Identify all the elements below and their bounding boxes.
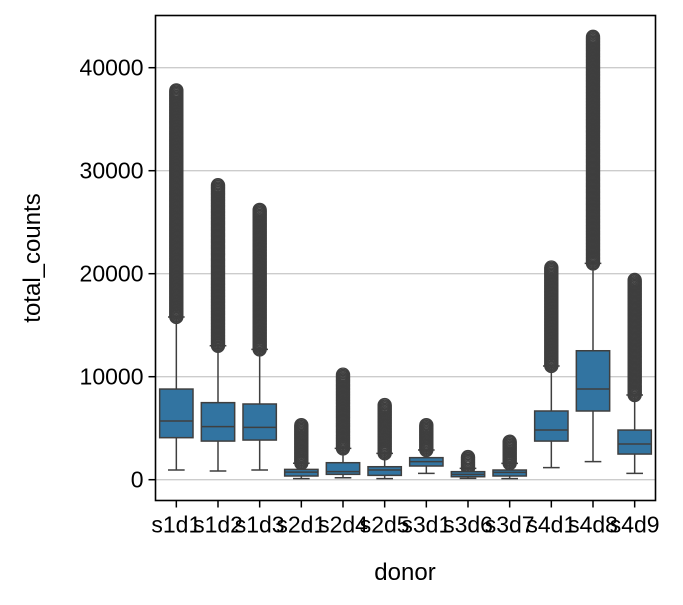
iqr-box <box>200 401 236 442</box>
outlier-point <box>335 367 351 382</box>
box-s3d6 <box>450 449 486 480</box>
x-tick-label: s1d2 <box>193 512 243 538</box>
boxes-layer <box>158 29 653 480</box>
x-tick-label: s3d1 <box>401 512 451 538</box>
iqr-box <box>617 429 653 455</box>
box-s1d2 <box>200 177 236 472</box>
outlier-point <box>460 449 476 465</box>
x-axis: s1d1s1d2s1d3s2d1s2d4s2d5s3d1s3d6s3d7s4d1… <box>151 500 660 538</box>
iqr-box <box>325 461 361 476</box>
y-axis: 0 10000 20000 30000 40000 <box>80 55 156 493</box>
x-tick-label: s2d5 <box>360 512 410 538</box>
grid-lines <box>155 67 656 481</box>
outlier-point <box>377 397 392 413</box>
x-tick-label: s4d9 <box>610 512 660 538</box>
x-tick-label: s4d8 <box>568 512 618 538</box>
y-tick-label: 0 <box>131 467 144 493</box>
y-tick-label: 30000 <box>80 158 144 184</box>
iqr-box <box>158 388 194 439</box>
outlier-point <box>210 177 226 193</box>
x-tick-label: s2d1 <box>276 512 326 538</box>
box-s4d1 <box>533 260 569 469</box>
y-tick-label: 40000 <box>80 55 144 81</box>
y-axis-label: total_counts <box>19 193 46 322</box>
box-s1d3 <box>242 202 278 471</box>
iqr-box <box>575 349 611 412</box>
y-tick-label: 20000 <box>80 261 144 287</box>
outlier-point <box>294 417 309 433</box>
outlier-point <box>169 83 184 98</box>
iqr-box <box>367 465 403 477</box>
y-tick-label: 10000 <box>80 364 144 390</box>
x-tick-label: s3d7 <box>485 512 535 538</box>
x-tick-label: s1d3 <box>235 512 285 538</box>
x-tick-label: s2d4 <box>318 512 368 538</box>
box-s4d9 <box>617 272 653 475</box>
outlier-point <box>627 272 642 288</box>
x-tick-label: s3d6 <box>443 512 493 538</box>
box-s2d1 <box>283 417 319 480</box>
iqr-box <box>242 403 278 441</box>
iqr-box <box>533 410 569 442</box>
outlier-point <box>419 417 434 433</box>
box-s1d1 <box>158 83 194 471</box>
outlier-point <box>502 434 517 449</box>
box-s3d1 <box>408 417 444 475</box>
x-axis-label: donor <box>374 559 435 586</box>
box-s4d8 <box>575 29 611 463</box>
outlier-point <box>585 29 601 44</box>
outlier-point <box>252 202 267 217</box>
outlier-point <box>544 260 559 275</box>
x-tick-label: s1d1 <box>151 512 201 538</box>
box-s3d7 <box>492 434 528 480</box>
box-s2d5 <box>367 397 403 480</box>
plot-frame <box>154 14 657 502</box>
box-s2d4 <box>325 367 361 479</box>
x-tick-label: s4d1 <box>526 512 576 538</box>
